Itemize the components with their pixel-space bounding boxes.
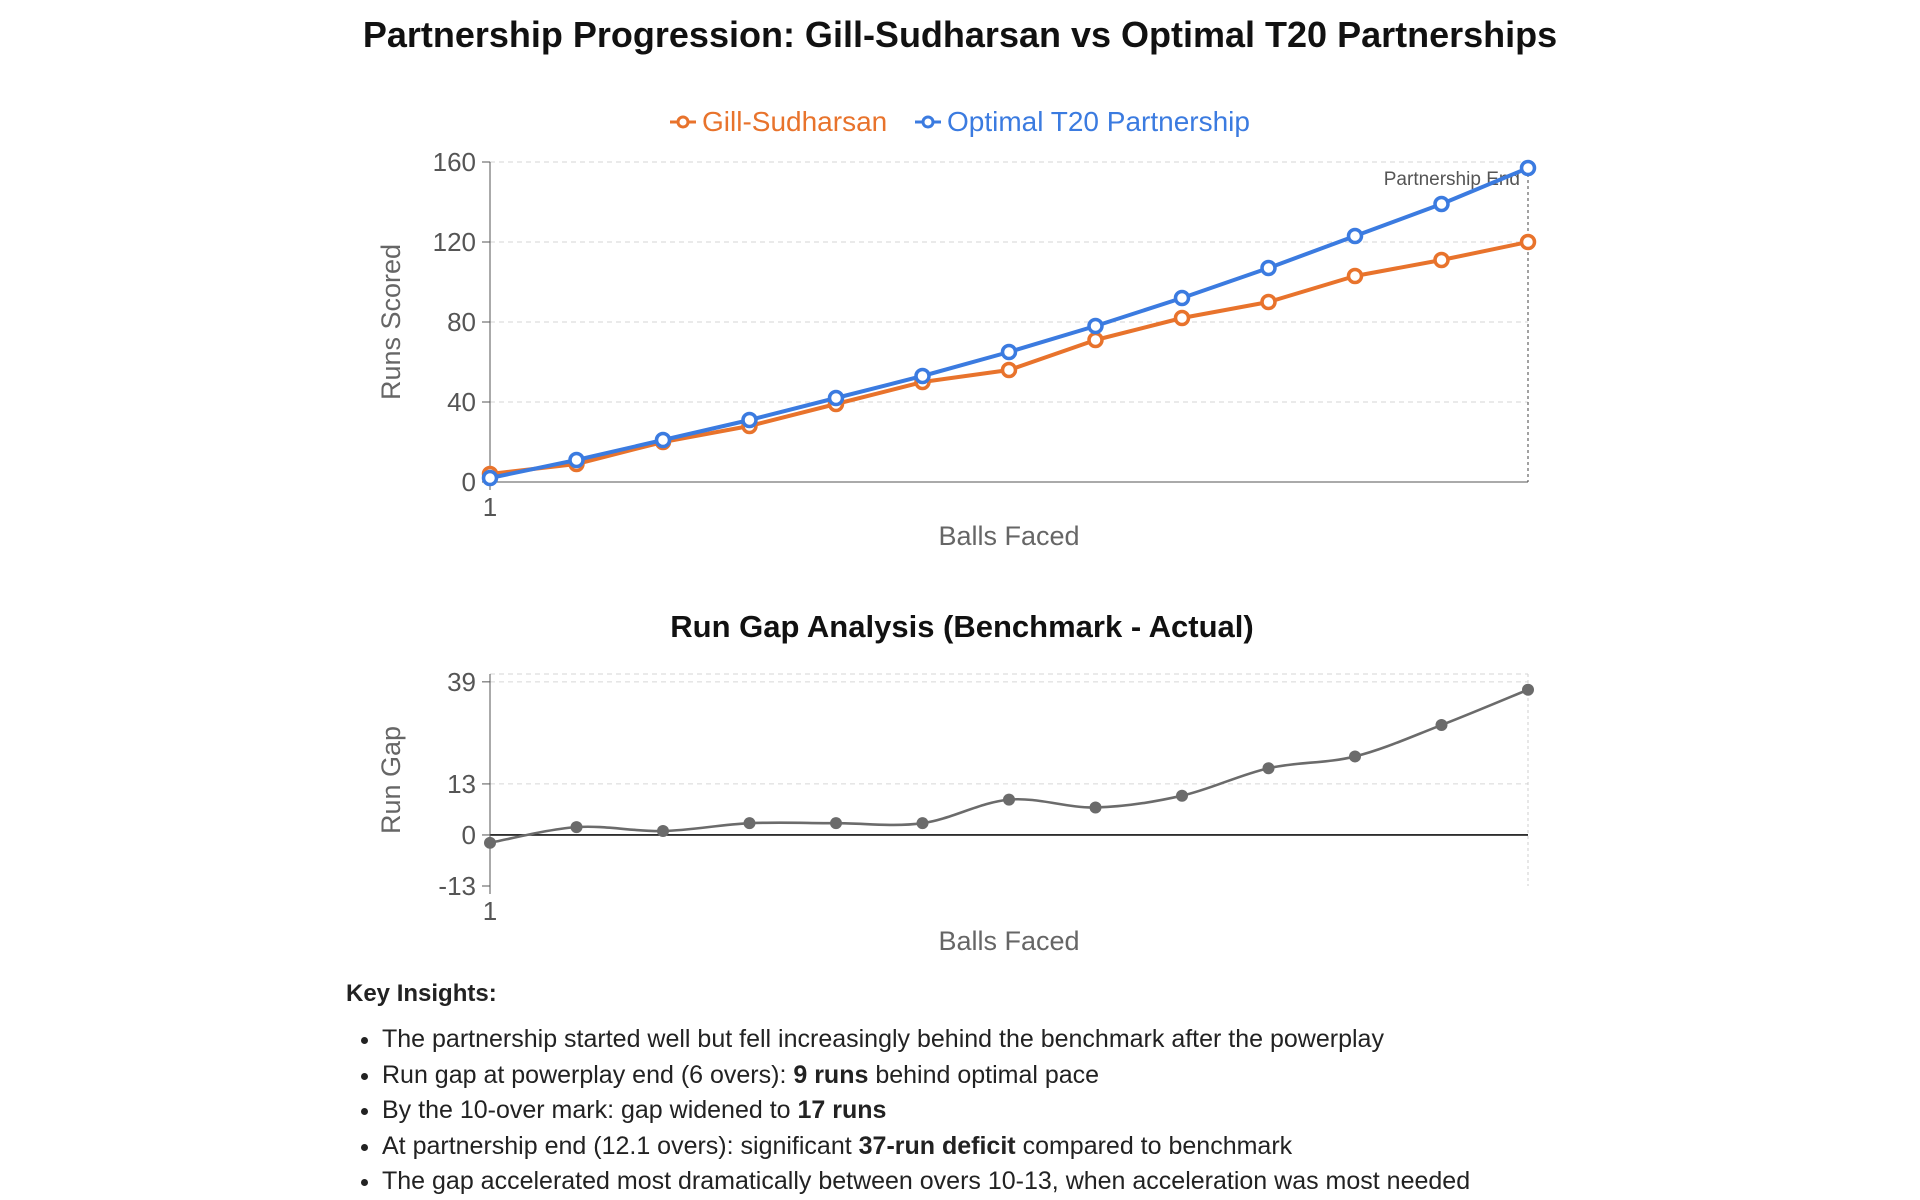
- data-point: [568, 451, 585, 469]
- data-point: [914, 367, 931, 385]
- insights-title: Key Insights:: [346, 980, 497, 1007]
- data-point: [654, 431, 672, 449]
- insight-item: At partnership end (12.1 overs): signifi…: [382, 1129, 1646, 1165]
- x-tick-label: 1: [483, 492, 497, 522]
- y-tick-label: 120: [433, 227, 476, 257]
- x-tick-label: 1: [483, 896, 497, 926]
- data-point: [1089, 801, 1102, 814]
- data-point: [1000, 361, 1018, 379]
- y-tick-label: 160: [433, 147, 476, 177]
- y-tick-label: 39: [447, 667, 476, 697]
- y-tick-label: 40: [447, 387, 476, 417]
- insight-text: At partnership end (12.1 overs): signifi…: [382, 1131, 859, 1160]
- data-point: [1173, 309, 1191, 327]
- y-axis-label: Runs Scored: [376, 244, 406, 400]
- data-point: [1262, 762, 1275, 775]
- key-insights: Key Insights: The partnership started we…: [346, 980, 1646, 1200]
- insight-highlight: 17 runs: [797, 1096, 887, 1124]
- insight-item: Run gap at powerplay end (6 overs): 9 ru…: [382, 1058, 1646, 1094]
- data-point: [1260, 259, 1277, 277]
- data-point: [481, 469, 499, 487]
- data-point: [657, 825, 669, 838]
- data-point: [1173, 289, 1191, 307]
- insight-text: The partnership started well but fell in…: [382, 1025, 1384, 1053]
- data-point: [741, 411, 758, 429]
- data-point: [570, 821, 583, 834]
- insight-text: By the 10-over mark: gap widened to: [382, 1096, 798, 1124]
- insight-text: compared to benchmark: [1015, 1131, 1293, 1160]
- data-point: [1519, 233, 1537, 251]
- data-point: [1003, 793, 1015, 806]
- data-point: [1435, 719, 1448, 732]
- data-point: [1349, 750, 1361, 763]
- data-point: [916, 817, 929, 830]
- y-tick-label: 80: [447, 307, 476, 337]
- data-point: [1087, 331, 1104, 349]
- x-axis-label: Balls Faced: [938, 521, 1079, 551]
- chart-title: Run Gap Analysis (Benchmark - Actual): [670, 609, 1253, 644]
- gap-line: [489, 688, 1529, 845]
- run-gap-chart: Run Gap Analysis (Benchmark - Actual) -13…: [376, 609, 1534, 956]
- insights-list: The partnership started well but fell in…: [346, 1022, 1646, 1200]
- y-tick-label: 13: [447, 769, 476, 799]
- y-tick-label: -13: [438, 871, 476, 901]
- legend-label: Gill-Sudharsan: [702, 106, 888, 137]
- insight-text: The gap accelerated most dramatically be…: [382, 1167, 1471, 1195]
- insight-item: By the 10-over mark: gap widened to 17 r…: [382, 1093, 1646, 1129]
- page-title: Partnership Progression: Gill-Sudharsan …: [362, 14, 1558, 55]
- legend-label: Optimal T20 Partnership: [947, 106, 1250, 137]
- legend-marker-orange-icon: [670, 115, 697, 129]
- series-line-1: [489, 166, 1529, 480]
- y-tick-label: 0: [462, 820, 476, 850]
- data-point: [1176, 789, 1188, 802]
- insight-highlight: 9 runs: [793, 1060, 869, 1089]
- insight-text: Run gap at powerplay end (6 overs):: [382, 1060, 794, 1089]
- legend-marker-blue-icon: [915, 115, 941, 129]
- data-point: [1260, 293, 1277, 311]
- insight-item: The gap accelerated most dramatically be…: [382, 1164, 1646, 1200]
- legend-item-optimal[interactable]: Optimal T20 Partnership: [915, 106, 1250, 138]
- insight-text: behind optimal pace: [868, 1060, 1100, 1089]
- data-point: [1000, 343, 1018, 361]
- insight-item: The partnership started well but fell in…: [382, 1022, 1646, 1058]
- insight-highlight: 37-run deficit: [858, 1131, 1016, 1160]
- data-point: [1522, 683, 1534, 696]
- data-point: [1433, 195, 1450, 213]
- data-point: [1087, 317, 1104, 335]
- y-axis-label: Run Gap: [376, 726, 406, 834]
- chart-legend: Gill-Sudharsan Optimal T20 Partnership: [0, 104, 1920, 138]
- x-axis-label: Balls Faced: [938, 926, 1079, 956]
- data-point: [1346, 267, 1364, 285]
- data-point: [830, 817, 842, 830]
- data-point: [827, 389, 845, 407]
- data-point: [1433, 251, 1450, 269]
- data-point: [484, 836, 496, 849]
- data-point: [1519, 159, 1537, 177]
- y-tick-label: 0: [462, 467, 476, 497]
- data-point: [743, 817, 756, 830]
- data-point: [1346, 227, 1364, 245]
- legend-item-gill-sudharsan[interactable]: Gill-Sudharsan: [670, 106, 887, 138]
